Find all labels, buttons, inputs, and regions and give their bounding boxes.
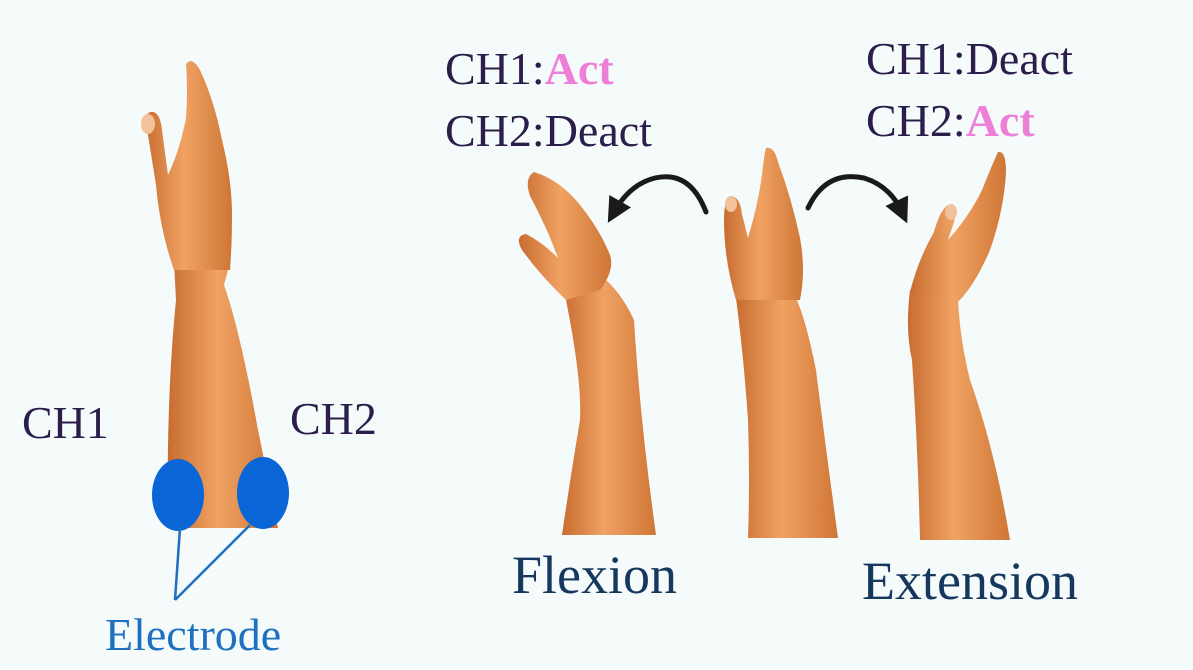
flexion-label: Flexion xyxy=(512,545,678,605)
flexion-ch1-state: Act xyxy=(544,43,614,94)
flexion-arm-forearm xyxy=(562,275,656,535)
extension-label: Extension xyxy=(862,551,1078,611)
electrode-ch1 xyxy=(152,459,204,531)
flexion-arrow xyxy=(607,174,709,223)
extension-ch1-status: CH1:Deact xyxy=(866,36,1073,82)
extension-ch1-state: Deact xyxy=(965,33,1073,84)
extension-ch1-prefix: CH1: xyxy=(866,33,966,84)
flexion-arm xyxy=(518,172,656,535)
ch2-label: CH2 xyxy=(290,393,377,444)
extension-ch2-prefix: CH2: xyxy=(866,95,966,146)
extension-arm-thumbnail xyxy=(945,204,957,220)
extension-arrow xyxy=(805,174,909,224)
left-arm xyxy=(141,61,289,601)
electrode-ch2 xyxy=(237,457,289,529)
extension-arm xyxy=(907,151,1010,540)
electrode-leader-ch1 xyxy=(173,527,182,601)
flexion-ch2-status: CH2:Deact xyxy=(445,108,652,154)
flexion-ch2-state: Deact xyxy=(544,105,652,156)
flexion-arm-hand xyxy=(518,172,612,300)
extension-ch2-state: Act xyxy=(965,95,1035,146)
ch1-label: CH1 xyxy=(22,397,109,448)
left-arm-hand xyxy=(144,61,232,270)
flexion-ch1-status: CH1:Act xyxy=(445,46,614,92)
neutral-arm-hand xyxy=(724,147,803,300)
neutral-arm xyxy=(724,147,838,538)
flexion-ch1-prefix: CH1: xyxy=(445,43,545,94)
extension-arm-forearm xyxy=(907,290,1010,540)
flexion-ch2-prefix: CH2: xyxy=(445,105,545,156)
neutral-arm-forearm xyxy=(736,298,838,538)
extension-ch2-status: CH2:Act xyxy=(866,98,1035,144)
electrode-label: Electrode xyxy=(105,609,282,660)
electrode-leader-ch2 xyxy=(174,524,251,601)
neutral-arm-thumbnail xyxy=(725,196,737,212)
extension-arm-hand xyxy=(910,151,1006,302)
left-arm-thumbnail xyxy=(141,114,155,134)
